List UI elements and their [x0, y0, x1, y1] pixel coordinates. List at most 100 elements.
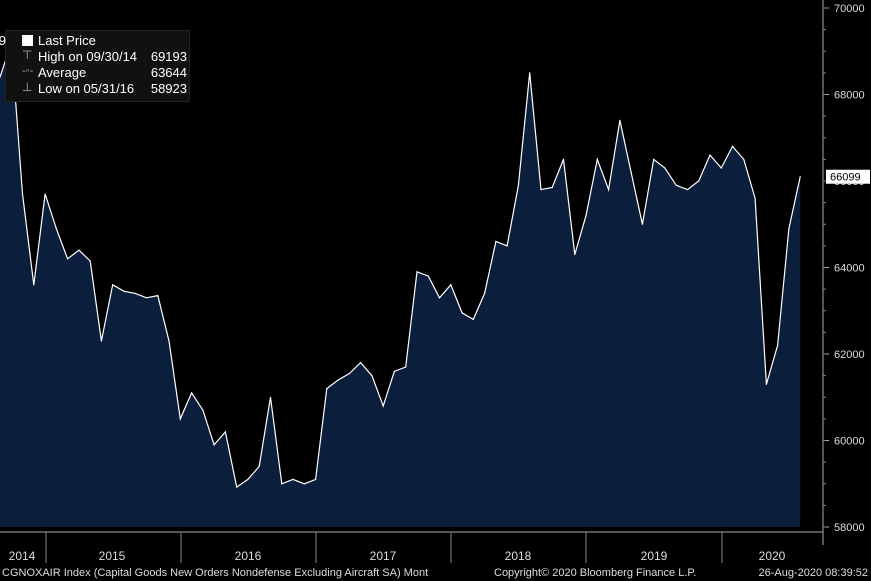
y-axis: 5800060000620006400066000680007000066099 [822, 0, 870, 545]
data-point [675, 184, 677, 186]
data-point [258, 465, 260, 467]
data-point [157, 295, 159, 297]
y-tick-label: 62000 [834, 349, 865, 361]
data-point [743, 158, 745, 160]
data-point [371, 375, 373, 377]
data-point [777, 344, 779, 346]
data-point [360, 362, 362, 364]
y-tick-label: 58000 [834, 522, 865, 534]
data-point [21, 193, 24, 195]
y-tick-label: 60000 [834, 436, 865, 448]
data-point [134, 292, 136, 294]
data-point [100, 340, 102, 342]
legend-high: ⊤ High on 09/30/14 69193 [6, 49, 187, 65]
data-point [44, 193, 46, 195]
legend-label: Low on 05/31/16 [38, 81, 135, 96]
data-point [269, 396, 272, 398]
legend-value: 66099 [0, 33, 6, 48]
data-point [698, 180, 700, 182]
data-point [630, 171, 632, 173]
chart-legend: Last Price 66099 ⊤ High on 09/30/14 6919… [0, 30, 190, 102]
data-point [416, 271, 418, 273]
data-point [55, 228, 57, 230]
data-point [506, 245, 508, 247]
legend-value: 58923 [150, 81, 187, 96]
y-tick-label: 64000 [834, 263, 865, 275]
data-point [788, 228, 790, 230]
data-point [292, 478, 294, 480]
price-line [0, 42, 801, 489]
plot-area [0, 42, 801, 528]
data-point [450, 284, 452, 286]
data-point [799, 176, 801, 178]
legend-label: Last Price [38, 33, 96, 48]
data-point [202, 409, 204, 411]
data-point [145, 297, 148, 299]
data-point [213, 444, 215, 446]
chart-footer: CGNOXAIR Index (Capital Goods New Orders… [0, 565, 871, 581]
data-point [641, 223, 644, 225]
data-point [247, 478, 249, 480]
data-point [179, 418, 181, 420]
last-value-label: 66099 [830, 172, 861, 184]
data-point [664, 167, 666, 169]
data-point [608, 189, 610, 191]
data-point [33, 284, 35, 286]
data-point [281, 483, 283, 485]
data-point [551, 186, 553, 189]
data-point [484, 292, 486, 294]
data-point [393, 370, 395, 372]
high-marker-icon: ⊤ [22, 48, 33, 62]
data-point [67, 258, 69, 260]
data-point [337, 379, 339, 381]
x-tick-label: 2017 [370, 549, 397, 563]
data-point [168, 340, 170, 342]
data-point [754, 197, 756, 199]
legend-value: 63644 [150, 65, 187, 80]
data-point [596, 158, 598, 160]
y-tick-label: 70000 [834, 3, 865, 15]
y-tick-label: 68000 [834, 90, 865, 102]
data-point [405, 366, 407, 368]
data-point [619, 119, 621, 121]
legend-label: High on 09/30/14 [38, 49, 138, 64]
data-point [438, 297, 441, 299]
x-axis: 2014 2015 2016 2017 2018 2019 2020 [0, 531, 823, 563]
data-point [574, 253, 576, 256]
x-tick-label: 2018 [505, 549, 532, 563]
data-point [112, 284, 114, 286]
data-point [78, 249, 80, 251]
last-value-box [826, 169, 870, 184]
data-point [686, 189, 689, 191]
data-point [191, 392, 193, 394]
data-point [731, 145, 734, 147]
legend-label: Average [38, 65, 87, 80]
data-point [720, 167, 722, 169]
data-point [315, 478, 317, 480]
legend-value: 69193 [150, 49, 187, 64]
data-point [326, 388, 328, 390]
x-tick-label: 2015 [99, 549, 126, 563]
data-point [427, 275, 429, 277]
legend-low: ⊥ Low on 05/31/16 58923 [6, 81, 187, 97]
data-point [236, 486, 238, 488]
data-point [709, 154, 711, 156]
data-point [585, 215, 587, 217]
last-price-swatch-icon [22, 35, 33, 46]
footer-timestamp: 26-Aug-2020 08:39:52 [758, 567, 868, 579]
data-point [89, 260, 91, 262]
data-point [653, 158, 655, 160]
data-point [303, 483, 305, 485]
x-tick-label: 2016 [235, 549, 262, 563]
data-point [123, 290, 125, 292]
footer-ticker-description: CGNOXAIR Index (Capital Goods New Orders… [2, 567, 429, 579]
data-point [382, 405, 384, 407]
x-tick-label: 2019 [641, 549, 668, 563]
footer-copyright: Copyright© 2020 Bloomberg Finance L.P. [494, 567, 697, 579]
legend-average: -◦- Average 63644 [6, 65, 187, 81]
data-point [472, 318, 474, 320]
data-point [529, 72, 531, 74]
data-point [495, 240, 497, 243]
average-marker-icon: -◦- [22, 65, 34, 77]
